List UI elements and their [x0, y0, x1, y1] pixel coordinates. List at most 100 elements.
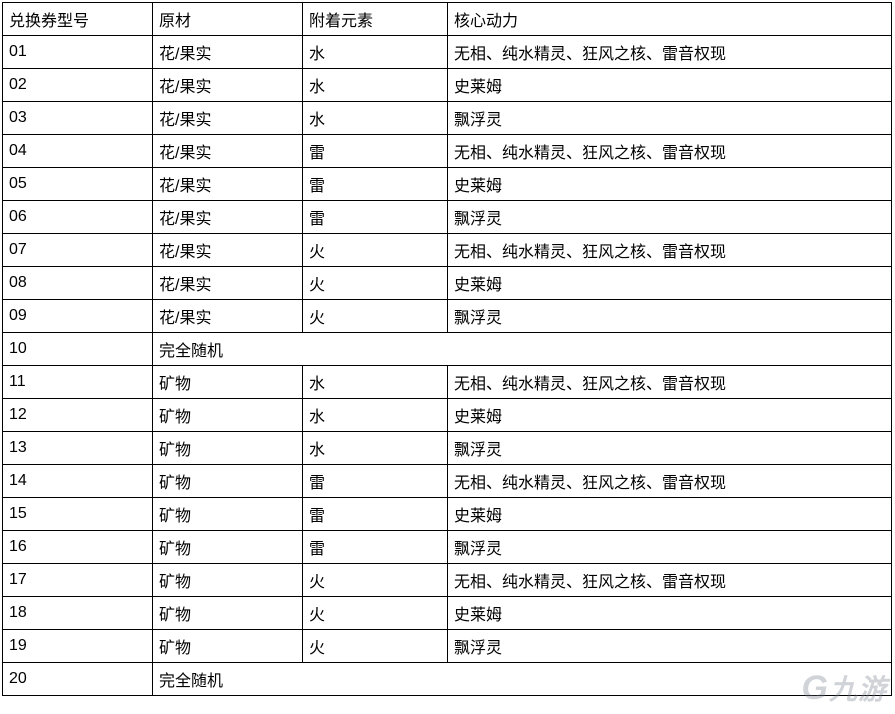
cell-id: 01 [3, 36, 153, 69]
cell-id: 08 [3, 267, 153, 300]
table-row: 17矿物火无相、纯水精灵、狂风之核、雷音权现 [3, 564, 892, 597]
table-row: 01花/果实水无相、纯水精灵、狂风之核、雷音权现 [3, 36, 892, 69]
cell-material: 矿物 [153, 630, 303, 663]
cell-id: 15 [3, 498, 153, 531]
cell-id: 06 [3, 201, 153, 234]
cell-id: 17 [3, 564, 153, 597]
cell-id: 10 [3, 333, 153, 366]
table-row: 06花/果实雷飘浮灵 [3, 201, 892, 234]
cell-element: 火 [303, 630, 448, 663]
table-row: 10完全随机 [3, 333, 892, 366]
cell-id: 04 [3, 135, 153, 168]
cell-element: 水 [303, 432, 448, 465]
cell-element: 水 [303, 102, 448, 135]
cell-element: 水 [303, 399, 448, 432]
cell-material: 花/果实 [153, 36, 303, 69]
cell-material: 矿物 [153, 399, 303, 432]
cell-element: 雷 [303, 135, 448, 168]
exchange-ticket-table: 兑换券型号 原材 附着元素 核心动力 01花/果实水无相、纯水精灵、狂风之核、雷… [2, 2, 892, 696]
table-row: 08花/果实火史莱姆 [3, 267, 892, 300]
cell-material: 花/果实 [153, 267, 303, 300]
table-row: 16矿物雷飘浮灵 [3, 531, 892, 564]
cell-material: 花/果实 [153, 135, 303, 168]
col-header-material: 原材 [153, 3, 303, 36]
table-row: 09花/果实火飘浮灵 [3, 300, 892, 333]
cell-id: 18 [3, 597, 153, 630]
cell-material: 矿物 [153, 531, 303, 564]
cell-element: 雷 [303, 498, 448, 531]
cell-power: 飘浮灵 [448, 102, 892, 135]
table-row: 18矿物火史莱姆 [3, 597, 892, 630]
cell-id: 05 [3, 168, 153, 201]
cell-material: 矿物 [153, 597, 303, 630]
cell-id: 12 [3, 399, 153, 432]
cell-element: 雷 [303, 465, 448, 498]
col-header-id: 兑换券型号 [3, 3, 153, 36]
cell-material: 矿物 [153, 432, 303, 465]
cell-material: 花/果实 [153, 69, 303, 102]
cell-element: 水 [303, 366, 448, 399]
table-row: 12矿物水史莱姆 [3, 399, 892, 432]
cell-power: 无相、纯水精灵、狂风之核、雷音权现 [448, 564, 892, 597]
table-body: 01花/果实水无相、纯水精灵、狂风之核、雷音权现02花/果实水史莱姆03花/果实… [3, 36, 892, 696]
cell-power: 飘浮灵 [448, 201, 892, 234]
cell-id: 16 [3, 531, 153, 564]
cell-id: 20 [3, 663, 153, 696]
cell-material: 矿物 [153, 564, 303, 597]
cell-element: 火 [303, 597, 448, 630]
table-header-row: 兑换券型号 原材 附着元素 核心动力 [3, 3, 892, 36]
table-row: 05花/果实雷史莱姆 [3, 168, 892, 201]
cell-power: 无相、纯水精灵、狂风之核、雷音权现 [448, 465, 892, 498]
cell-power: 史莱姆 [448, 69, 892, 102]
table-row: 15矿物雷史莱姆 [3, 498, 892, 531]
cell-id: 11 [3, 366, 153, 399]
cell-material: 花/果实 [153, 234, 303, 267]
cell-material-merged: 完全随机 [153, 663, 892, 696]
table-row: 19矿物火飘浮灵 [3, 630, 892, 663]
cell-element: 水 [303, 69, 448, 102]
cell-element: 水 [303, 36, 448, 69]
table-row: 03花/果实水飘浮灵 [3, 102, 892, 135]
cell-element: 火 [303, 267, 448, 300]
cell-id: 09 [3, 300, 153, 333]
col-header-power: 核心动力 [448, 3, 892, 36]
cell-id: 14 [3, 465, 153, 498]
cell-power: 无相、纯水精灵、狂风之核、雷音权现 [448, 36, 892, 69]
cell-id: 13 [3, 432, 153, 465]
table-row: 14矿物雷无相、纯水精灵、狂风之核、雷音权现 [3, 465, 892, 498]
cell-power: 无相、纯水精灵、狂风之核、雷音权现 [448, 135, 892, 168]
cell-id: 03 [3, 102, 153, 135]
cell-power: 史莱姆 [448, 399, 892, 432]
table-row: 04花/果实雷无相、纯水精灵、狂风之核、雷音权现 [3, 135, 892, 168]
cell-power: 无相、纯水精灵、狂风之核、雷音权现 [448, 234, 892, 267]
cell-element: 火 [303, 234, 448, 267]
cell-material: 矿物 [153, 465, 303, 498]
cell-power: 史莱姆 [448, 168, 892, 201]
table-row: 02花/果实水史莱姆 [3, 69, 892, 102]
cell-id: 07 [3, 234, 153, 267]
cell-id: 19 [3, 630, 153, 663]
cell-power: 飘浮灵 [448, 300, 892, 333]
cell-power: 史莱姆 [448, 498, 892, 531]
cell-element: 雷 [303, 168, 448, 201]
cell-power: 飘浮灵 [448, 432, 892, 465]
cell-element: 火 [303, 564, 448, 597]
cell-power: 飘浮灵 [448, 531, 892, 564]
cell-material: 花/果实 [153, 102, 303, 135]
cell-id: 02 [3, 69, 153, 102]
table-row: 11矿物水无相、纯水精灵、狂风之核、雷音权现 [3, 366, 892, 399]
cell-material: 花/果实 [153, 300, 303, 333]
cell-element: 火 [303, 300, 448, 333]
cell-material: 花/果实 [153, 168, 303, 201]
cell-power: 无相、纯水精灵、狂风之核、雷音权现 [448, 366, 892, 399]
cell-power: 史莱姆 [448, 597, 892, 630]
table-row: 13矿物水飘浮灵 [3, 432, 892, 465]
cell-material: 矿物 [153, 366, 303, 399]
table-row: 20完全随机 [3, 663, 892, 696]
cell-power: 史莱姆 [448, 267, 892, 300]
cell-element: 雷 [303, 531, 448, 564]
cell-material-merged: 完全随机 [153, 333, 892, 366]
cell-power: 飘浮灵 [448, 630, 892, 663]
cell-material: 矿物 [153, 498, 303, 531]
col-header-element: 附着元素 [303, 3, 448, 36]
